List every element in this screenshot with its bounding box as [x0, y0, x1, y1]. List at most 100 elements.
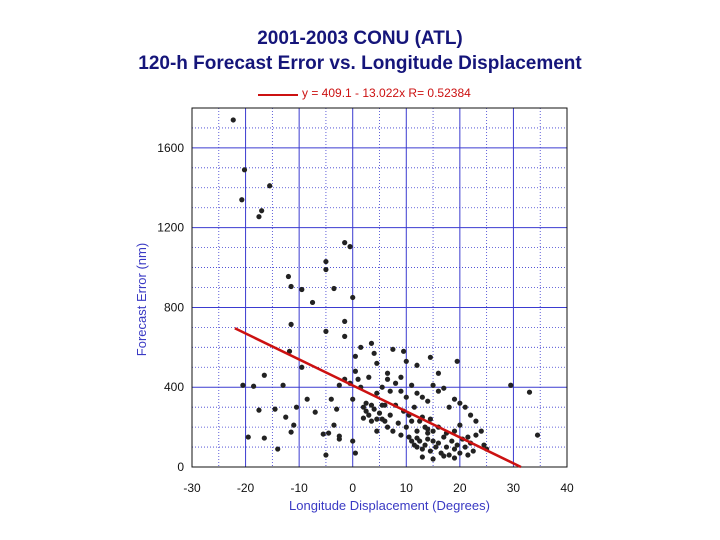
data-point — [425, 426, 431, 432]
data-point — [457, 422, 463, 428]
data-point — [331, 422, 337, 428]
x-tick-label: -10 — [290, 481, 308, 495]
data-point — [451, 428, 458, 434]
data-point — [451, 446, 458, 452]
x-tick-labels: -30 -20 -10 0 10 20 30 40 — [183, 481, 574, 495]
data-point — [433, 444, 439, 450]
data-point — [398, 374, 404, 380]
chart-title-line-1: 2001-2003 CONU (ATL) — [257, 28, 463, 49]
data-point — [360, 415, 367, 421]
data-point — [368, 340, 375, 346]
data-point — [352, 368, 358, 374]
data-point — [427, 354, 433, 360]
data-point — [387, 412, 393, 418]
data-point — [342, 240, 348, 246]
data-point — [323, 258, 329, 265]
x-tick-label: -30 — [183, 481, 201, 495]
data-point — [366, 412, 372, 418]
data-point — [323, 452, 329, 458]
data-point — [374, 428, 380, 434]
data-point — [352, 450, 358, 456]
y-tick-label: 400 — [164, 380, 184, 394]
data-point — [430, 456, 436, 462]
y-tick-label: 0 — [177, 460, 184, 474]
data-point — [350, 294, 356, 301]
data-point — [382, 402, 388, 408]
data-points — [230, 117, 541, 462]
data-point — [280, 382, 286, 388]
data-point — [285, 273, 292, 280]
x-tick-label: 30 — [507, 481, 521, 495]
data-point — [261, 372, 267, 378]
data-point — [342, 333, 348, 339]
data-point — [293, 404, 300, 410]
data-point — [465, 452, 471, 458]
data-point — [409, 418, 415, 424]
data-point — [384, 370, 391, 376]
data-point — [283, 414, 289, 420]
data-point — [398, 388, 404, 394]
data-point — [336, 436, 342, 442]
data-point — [259, 208, 265, 214]
data-point — [422, 442, 428, 448]
data-point — [286, 348, 293, 354]
data-point — [390, 428, 396, 434]
data-point — [392, 380, 399, 386]
data-point — [387, 388, 393, 394]
data-point — [451, 396, 458, 402]
data-point — [425, 436, 431, 442]
data-point — [374, 360, 380, 366]
data-point — [376, 410, 383, 416]
data-point — [374, 416, 380, 422]
data-point — [334, 406, 340, 412]
plot-frame — [191, 107, 568, 468]
data-point — [304, 396, 310, 402]
data-point — [414, 390, 420, 396]
data-point — [473, 432, 479, 438]
data-point — [526, 389, 533, 395]
data-point — [534, 432, 541, 438]
data-point — [481, 442, 487, 448]
y-tick-labels: 0 400 800 1200 1600 — [157, 141, 184, 474]
data-point — [251, 383, 257, 389]
data-point — [288, 283, 294, 290]
y-tick-label: 800 — [164, 300, 184, 314]
data-point — [390, 346, 396, 352]
data-point — [462, 404, 468, 410]
data-point — [323, 266, 329, 273]
data-point — [470, 448, 476, 454]
data-point — [358, 344, 364, 350]
fit-line — [234, 327, 522, 469]
data-point — [443, 444, 450, 450]
data-point — [350, 396, 356, 402]
data-point — [414, 362, 420, 368]
data-point — [288, 429, 294, 435]
data-point — [355, 376, 361, 382]
legend-swatch-fit-line — [258, 94, 298, 96]
data-point — [409, 382, 415, 388]
data-point — [414, 428, 420, 434]
data-point — [478, 428, 484, 434]
data-point — [288, 321, 294, 327]
data-point — [465, 434, 471, 440]
data-point — [427, 416, 433, 422]
data-point — [240, 382, 246, 388]
data-point — [368, 418, 375, 424]
data-point — [403, 358, 409, 364]
data-point — [256, 407, 262, 413]
data-point — [371, 406, 377, 412]
data-point — [350, 438, 356, 444]
data-point — [320, 431, 326, 437]
data-point — [454, 442, 460, 448]
data-point — [401, 348, 407, 354]
data-point — [446, 452, 452, 458]
y-tick-label: 1600 — [157, 141, 184, 155]
data-point — [451, 455, 458, 461]
y-axis-label: Forecast Error (nm) — [134, 243, 149, 356]
x-tick-label: 40 — [560, 481, 574, 495]
x-tick-label: 0 — [349, 481, 356, 495]
data-point — [508, 382, 514, 388]
data-point — [379, 416, 385, 422]
data-point — [446, 404, 452, 410]
